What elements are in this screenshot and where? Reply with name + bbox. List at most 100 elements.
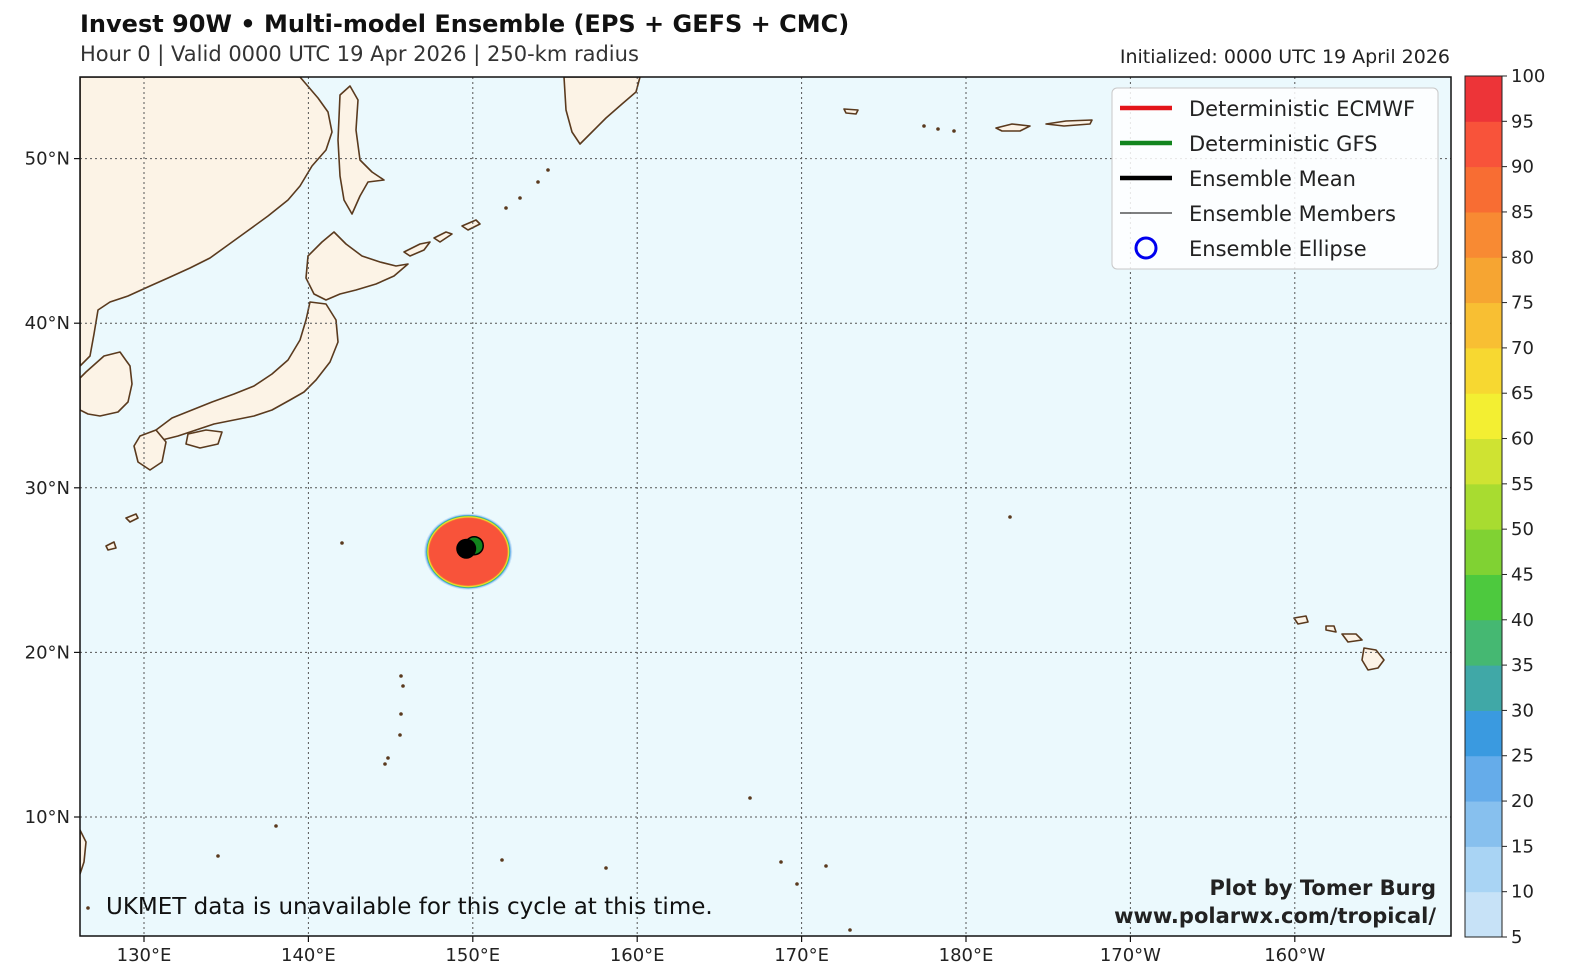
latitude-axis: 10°N 20°N 30°N 40°N 50°N: [25, 149, 80, 828]
colorbar-segment: [1465, 619, 1502, 666]
kuril-3: [461, 219, 481, 231]
island-dot: [383, 762, 387, 766]
legend-label: Deterministic GFS: [1189, 132, 1378, 156]
island-dot: [274, 824, 278, 828]
colorbar-tick-label: 5: [1511, 927, 1522, 948]
kuril-2: [433, 231, 453, 243]
lon-tick-label: 150°E: [445, 945, 500, 966]
ensemble-mean-marker: [456, 538, 477, 559]
hokkaido: [305, 231, 409, 301]
map-title: Invest 90W • Multi-model Ensemble (EPS +…: [80, 10, 850, 38]
colorbar-tick-label: 40: [1511, 610, 1534, 631]
legend-label: Ensemble Members: [1189, 202, 1396, 226]
island-dot: [500, 858, 504, 862]
colorbar-segment: [1465, 846, 1502, 893]
island-dot: [795, 882, 799, 886]
longitude-axis: 130°E 140°E 150°E 160°E 170°E 180°E 170°W 160°W: [117, 936, 1326, 966]
colorbar-segment: [1465, 438, 1502, 485]
colorbar-segment: [1465, 710, 1502, 757]
sakhalin: [337, 85, 385, 215]
initialized-time: Initialized: 0000 UTC 19 April 2026: [1119, 46, 1450, 68]
colorbar-tick-label: 15: [1511, 836, 1534, 857]
probability-colorbar: 5 10 15 20 25 30 35 40 45 50 55 60 65 70 75 80 85 90 95 100: [1464, 66, 1545, 948]
colorbar-segment: [1465, 76, 1502, 122]
island-dot: [518, 196, 522, 200]
colorbar-segment: [1465, 755, 1502, 802]
island-dot: [546, 168, 550, 172]
hawaii-big-island: [1361, 647, 1385, 671]
colorbar-tick-label: 80: [1511, 247, 1534, 268]
island-dot: [848, 928, 852, 932]
colorbar-frame: [1464, 75, 1503, 938]
ryukyu-1: [105, 541, 117, 551]
colorbar-segment: [1465, 801, 1502, 847]
colorbar-segment: [1465, 529, 1502, 575]
colorbar-tick-label: 95: [1511, 111, 1534, 132]
colorbar-tick-label: 75: [1511, 293, 1534, 314]
lon-tick-label: 170°W: [1100, 945, 1161, 966]
island-dot: [86, 906, 90, 910]
asia-mainland: [80, 77, 333, 367]
colorbar-tick-label: 35: [1511, 655, 1534, 676]
island-dot: [748, 796, 752, 800]
aleutian-3: [843, 108, 859, 115]
kauai: [1293, 615, 1309, 625]
credit-author: Plot by Tomer Burg: [1210, 876, 1437, 900]
lat-tick-label: 40°N: [25, 313, 70, 334]
colorbar-segment: [1465, 257, 1502, 304]
colorbar-tick-label: 25: [1511, 746, 1534, 767]
island-dot: [504, 206, 508, 210]
kamchatka: [563, 77, 641, 145]
island-dot: [399, 674, 403, 678]
island-dot: [936, 127, 940, 131]
island-dot: [922, 124, 926, 128]
colorbar-segment: [1465, 665, 1502, 711]
ukmet-notice: UKMET data is unavailable for this cycle…: [106, 894, 713, 920]
legend-label: Ensemble Ellipse: [1189, 237, 1367, 261]
colorbar-tick-label: 100: [1511, 66, 1545, 87]
island-dot: [398, 733, 402, 737]
storm-probability-blob: [424, 513, 513, 590]
lon-tick-label: 160°E: [610, 945, 665, 966]
island-dot: [536, 180, 540, 184]
maui: [1341, 633, 1363, 643]
credit-url: www.polarwx.com/tropical/: [1114, 904, 1436, 928]
lon-tick-label: 170°E: [774, 945, 829, 966]
oahu: [1325, 625, 1337, 633]
land-masses: [80, 77, 1385, 875]
island-dot: [1008, 515, 1012, 519]
new-guinea-edge: [80, 829, 87, 875]
legend-label: Deterministic ECMWF: [1189, 97, 1415, 121]
graticule: [80, 77, 1451, 936]
colorbar-tick-label: 55: [1511, 474, 1534, 495]
colorbar-tick-label: 10: [1511, 882, 1534, 903]
colorbar-tick-label: 50: [1511, 519, 1534, 540]
lon-tick-label: 130°E: [117, 945, 172, 966]
colorbar-tick-label: 60: [1511, 429, 1534, 450]
colorbar-segment: [1465, 121, 1502, 168]
colorbar-segment: [1465, 574, 1502, 621]
lat-tick-label: 30°N: [25, 478, 70, 499]
small-islands: [86, 124, 1012, 932]
map-frame: [79, 76, 1452, 937]
colorbar-tick-label: 30: [1511, 700, 1534, 721]
island-dot: [401, 684, 405, 688]
lon-tick-label: 180°E: [939, 945, 994, 966]
izu-islands-1: [125, 513, 139, 523]
honshu: [155, 301, 339, 441]
shikoku: [185, 429, 223, 449]
lon-tick-label: 160°W: [1264, 945, 1325, 966]
colorbar-tick-label: 90: [1511, 157, 1534, 178]
colorbar-tick-label: 45: [1511, 564, 1534, 585]
lon-tick-label: 140°E: [281, 945, 336, 966]
colorbar-segment: [1465, 393, 1502, 440]
island-dot: [779, 860, 783, 864]
island-dot: [952, 129, 956, 133]
colorbar-segment: [1465, 891, 1502, 938]
colorbar-tick-label: 85: [1511, 202, 1534, 223]
island-dot: [399, 712, 403, 716]
island-dot: [604, 866, 608, 870]
colorbar-segment: [1465, 211, 1502, 258]
island-dot: [340, 541, 344, 545]
aleutian-2: [1045, 119, 1093, 127]
